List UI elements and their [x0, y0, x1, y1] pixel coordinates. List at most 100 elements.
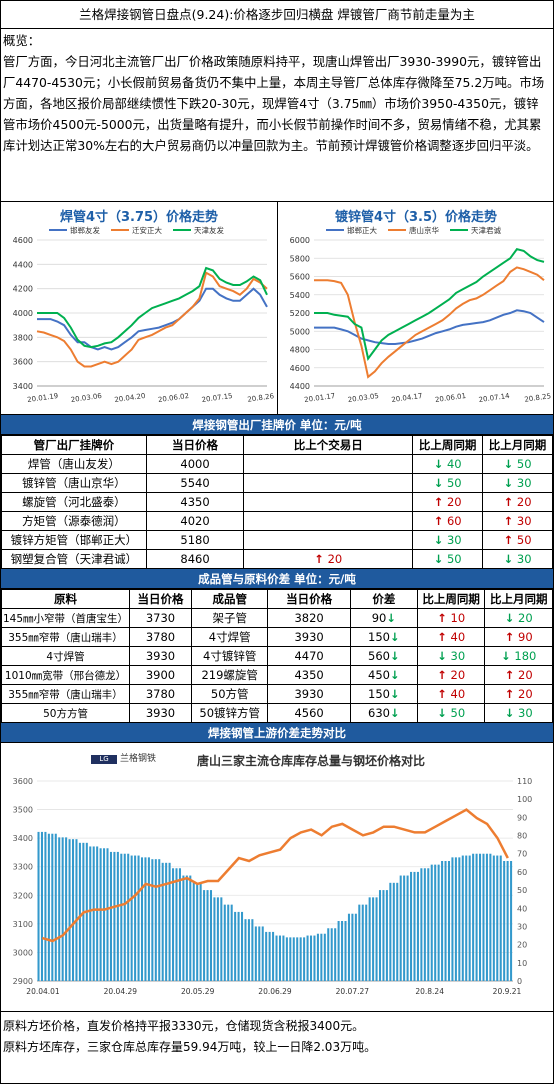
inventory-bar [137, 855, 140, 981]
arrow-up-icon: ↑ [437, 611, 447, 625]
column-header: 价差 [349, 589, 418, 609]
change-value: 50 [443, 476, 462, 490]
x-tick-label: 20.06.29 [258, 987, 292, 996]
change-value: 60 [443, 514, 462, 528]
raw-material: 355㎜窄带（唐山瑞丰） [0, 684, 131, 704]
inventory-bar [313, 935, 316, 981]
footer-line-1: 原料方坯价格，直发价格持平报3330元，仓储现货含税报3400元。 [3, 1019, 365, 1033]
change-value: 30 [513, 514, 532, 528]
arrow-down-icon: ↓ [503, 457, 514, 471]
y-right-tick-label: 20 [517, 941, 527, 950]
galvanized-pipe-chart-svg: 4400 4600 4800 5000 5200 5400 5600 5800 6000 20.0… [290, 225, 552, 404]
inventory-bar [454, 857, 457, 981]
y-tick-label: 3600 [13, 358, 33, 367]
spread-cell: 150↓ [349, 627, 418, 647]
column-header: 当日价格 [145, 435, 245, 455]
inventory-bar [285, 937, 288, 981]
inventory-bar [75, 839, 78, 981]
y-right-tick-label: 50 [517, 886, 527, 895]
inventory-bar [382, 890, 385, 981]
arrow-up-icon: ↑ [437, 687, 447, 701]
change-value: 10 [446, 611, 466, 625]
inventory-bar [134, 855, 137, 981]
inventory-bar [327, 928, 330, 981]
series-line [37, 287, 268, 351]
inventory-bar [351, 913, 354, 981]
x-tick-label: 20.07.14 [478, 392, 511, 404]
inventory-bar [261, 926, 264, 981]
raw-price: 3930 [129, 703, 192, 723]
column-header: 比上个交易日 [243, 435, 414, 455]
product-name: 架子管 [190, 608, 269, 628]
raw-price: 3900 [129, 665, 192, 685]
inventory-bar [78, 842, 81, 981]
arrow-up-icon: ↑ [504, 687, 515, 701]
column-header: 当日价格 [129, 589, 192, 609]
inventory-bar [168, 862, 171, 981]
table-header-row: 管厂出厂挂牌价 当日价格 比上个交易日 比上周同期 比上月同期 [1, 435, 553, 455]
y-right-tick-label: 30 [517, 922, 527, 931]
change-value: 90 [514, 630, 533, 644]
series-line [314, 309, 545, 345]
y-right-tick-label: 100 [517, 795, 532, 804]
inventory-bar [461, 855, 464, 981]
inventory-bar [213, 897, 216, 981]
y-tick-label: 5200 [290, 309, 310, 318]
column-header: 成品管 [190, 589, 269, 609]
spread-cell: 150↓ [349, 684, 418, 704]
inventory-bar [44, 831, 47, 981]
inventory-bar [510, 861, 513, 981]
arrow-down-icon: ↓ [433, 533, 444, 547]
inventory-bar [199, 882, 202, 981]
inventory-bar [103, 848, 106, 981]
inventory-bar [130, 855, 133, 981]
y-right-tick-label: 110 [517, 777, 532, 786]
raw-price: 3780 [129, 684, 192, 704]
x-tick-label: 20.05.29 [181, 987, 215, 996]
y-tick-label: 4600 [290, 364, 310, 373]
y-tick-label: 3800 [13, 333, 33, 342]
inventory-bar [296, 937, 299, 981]
arrow-up-icon: ↑ [314, 552, 324, 566]
spread-cell: 90↓ [349, 608, 418, 628]
y-tick-label: 5800 [290, 254, 310, 263]
y-tick-label: 5000 [290, 327, 310, 336]
table-header-row: 原料 当日价格 成品管 当日价格 价差 比上周同期 比上月同期 [0, 589, 553, 609]
inventory-bar [37, 831, 40, 981]
change-value: 50 [443, 552, 462, 566]
change-cell: ↑ 20 [243, 549, 414, 569]
price-table: 管厂出厂挂牌价 当日价格 比上个交易日 比上周同期 比上月同期 焊管（唐山友发） 4000… [1, 435, 553, 569]
summary-section: 概览： 管厂方面，今日河北主流管厂出厂价格政策随原料持平，现唐山焊管出厂3930… [1, 29, 553, 202]
inventory-bar [51, 833, 54, 981]
spread-value: 630 [368, 706, 390, 720]
inventory-bar [116, 851, 119, 981]
inventory-bar [272, 931, 275, 981]
y-right-tick-label: 40 [517, 904, 527, 913]
inventory-bar [65, 837, 68, 981]
spread-table-header: 成品管与原料价差 单位：元/吨 [1, 569, 553, 589]
x-tick-label: 20.07.15 [201, 392, 233, 404]
inventory-bar [403, 875, 406, 981]
change-cell: ↓ 40 [412, 454, 484, 474]
inventory-bar [475, 853, 478, 981]
y-tick-label: 6000 [290, 236, 310, 245]
arrow-up-icon: ↑ [437, 668, 447, 682]
table-row: 钢塑复合管（天津君诚） 8460 ↑ 20 ↓ 50 ↓ 30 [1, 549, 553, 569]
inventory-bar [189, 875, 192, 981]
inventory-bar [468, 855, 471, 981]
arrow-down-icon: ↓ [433, 476, 444, 490]
inventory-bar [423, 868, 426, 981]
product-name: 50方管 [190, 684, 269, 704]
inventory-bar [92, 846, 95, 981]
galvanized-pipe-chart: 镀锌管4寸（3.5）价格走势 4400 4600 4800 5000 5200 5400 5… [278, 202, 554, 414]
inventory-bar [223, 904, 226, 981]
inventory-bar [247, 919, 250, 981]
change-cell: ↓ 180 [484, 646, 553, 666]
arrow-down-icon: ↓ [390, 630, 400, 644]
inventory-bar [241, 911, 244, 981]
spread-value: 90 [371, 611, 387, 625]
y-right-tick-label: 10 [517, 959, 527, 968]
inventory-bar [175, 868, 178, 981]
inventory-bar [503, 861, 506, 981]
column-header: 比上月同期 [484, 589, 553, 609]
